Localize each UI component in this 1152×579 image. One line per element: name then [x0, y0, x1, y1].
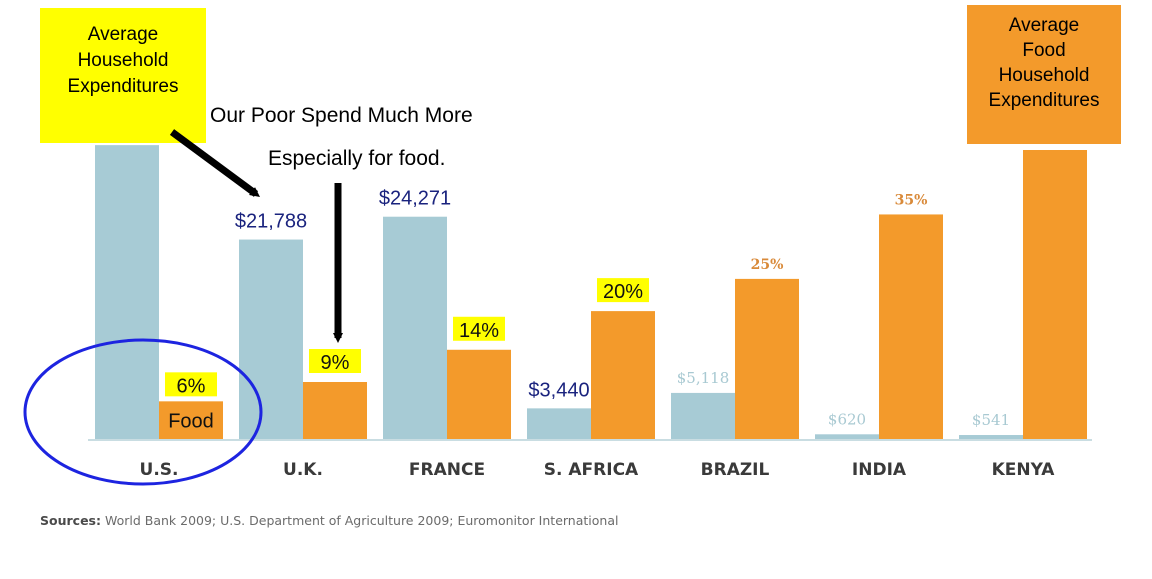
x-tick-s-africa: S. AFRICA	[544, 460, 639, 480]
bar-food-india	[879, 214, 943, 440]
label-food-u-s: 6%	[177, 375, 206, 397]
label-expenditure-s-africa: $3,440	[528, 379, 589, 401]
food-callout-line-2: Food	[1022, 40, 1065, 61]
label-food-u-k: 9%	[321, 352, 350, 374]
food-callout-line-1: Average	[1009, 15, 1079, 36]
food-tag: Food	[168, 410, 214, 432]
food-callout-line-4: Expenditures	[989, 90, 1100, 111]
x-tick-labels: U.S. U.K. FRANCE S. AFRICA BRAZIL INDIA KENYA	[140, 460, 1056, 480]
x-tick-brazil: BRAZIL	[701, 460, 770, 480]
label-food-highlight-s-africa	[597, 278, 649, 303]
bar-food-u-k	[303, 382, 367, 440]
bar-food-france	[447, 349, 511, 440]
label-expenditure-kenya: $541	[972, 411, 1010, 429]
bar-food-brazil	[735, 278, 799, 440]
food-callout-box	[967, 5, 1121, 144]
label-expenditure-brazil: $5,118	[677, 369, 730, 387]
bar-expenditure-france	[383, 216, 447, 440]
label-expenditure-france: $24,271	[379, 188, 451, 210]
food-callout-line-3: Household	[999, 65, 1090, 86]
label-food-brazil: 25%	[751, 257, 784, 273]
arrow-diagonal-icon	[169, 129, 261, 197]
x-tick-u-k: U.K.	[283, 460, 323, 480]
label-expenditure-u-k: $21,788	[235, 211, 307, 233]
x-tick-kenya: KENYA	[992, 460, 1056, 480]
food-callout: Average Food Household Expenditures	[967, 5, 1121, 144]
household-callout-line-3: Expenditures	[68, 76, 179, 97]
x-tick-u-s: U.S.	[140, 460, 179, 480]
bar-expenditure-u-k	[239, 239, 303, 440]
bar-expenditure-u-s	[95, 145, 159, 440]
bar-food-s-africa	[591, 311, 655, 440]
x-tick-france: FRANCE	[409, 460, 485, 480]
bar-food-u-s	[159, 401, 223, 440]
sources-label: Sources:	[40, 513, 101, 528]
bar-expenditure-india	[815, 434, 879, 440]
label-food-france: 14%	[459, 320, 499, 342]
us-highlight-circle	[23, 338, 263, 486]
bar-food-kenya	[1023, 150, 1087, 440]
household-callout-line-2: Household	[78, 50, 169, 71]
household-callout: Average Household Expenditures	[40, 8, 206, 143]
label-food-highlight-u-k	[309, 349, 361, 373]
sources-text: World Bank 2009; U.S. Department of Agri…	[101, 513, 618, 528]
note-line-2: Especially for food.	[268, 147, 445, 170]
bar-expenditure-s-africa	[527, 408, 591, 440]
note-line-1: Our Poor Spend Much More	[210, 104, 473, 127]
label-food-highlight-france	[453, 316, 505, 341]
label-food-highlight-u-s	[165, 372, 217, 397]
household-callout-box	[40, 8, 206, 143]
bar-expenditure-kenya	[959, 435, 1023, 440]
household-callout-line-1: Average	[88, 24, 158, 45]
bars	[95, 145, 1087, 440]
label-expenditure-india: $620	[828, 410, 866, 428]
sources-footnote: Sources: World Bank 2009; U.S. Departmen…	[40, 513, 618, 528]
bar-expenditure-brazil	[671, 392, 735, 440]
label-food-s-africa: 20%	[603, 281, 643, 303]
label-food-india: 35%	[895, 192, 928, 208]
x-tick-india: INDIA	[852, 460, 907, 480]
